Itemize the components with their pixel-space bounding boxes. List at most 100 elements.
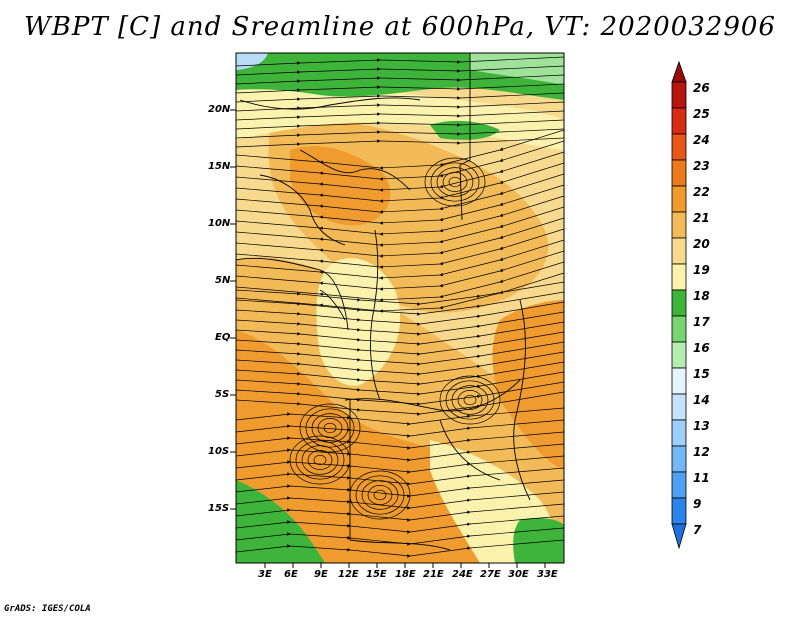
streamline bbox=[236, 527, 564, 546]
colorbar-segment bbox=[671, 419, 687, 447]
colorbar-label-13: 13 bbox=[693, 419, 710, 433]
colorbar-segment bbox=[671, 133, 687, 161]
streamline-vortex bbox=[463, 394, 477, 406]
colorbar-segment bbox=[671, 107, 687, 135]
colorbar-label-21: 21 bbox=[693, 211, 710, 225]
lon-label-33e: 33E bbox=[537, 569, 558, 580]
streamline-vortex bbox=[295, 440, 345, 480]
streamline bbox=[236, 74, 564, 85]
streamline bbox=[236, 455, 564, 474]
colorbar-segment bbox=[671, 471, 687, 499]
colorbar-label-15: 15 bbox=[693, 367, 710, 381]
streamline-vortex bbox=[367, 485, 393, 505]
colorbar-label-18: 18 bbox=[693, 289, 710, 303]
colorbar-label-11: 11 bbox=[693, 471, 710, 485]
colorbar-label-9: 9 bbox=[693, 497, 702, 511]
colorbar-label-23: 23 bbox=[693, 159, 710, 173]
streamline bbox=[236, 431, 564, 450]
streamline-vortex bbox=[430, 162, 480, 202]
lon-label-9e: 9E bbox=[314, 569, 328, 580]
streamline bbox=[236, 281, 564, 306]
streamline bbox=[236, 515, 564, 534]
colorbar-label-25: 25 bbox=[693, 107, 710, 121]
map-area bbox=[236, 53, 564, 563]
streamline bbox=[236, 56, 564, 67]
colorbar-segment bbox=[671, 159, 687, 187]
lat-label-15s: 15S bbox=[208, 503, 230, 514]
colorbar-top-arrow bbox=[671, 60, 687, 83]
streamline bbox=[236, 479, 564, 498]
colorbar-segment bbox=[671, 289, 687, 317]
streamline-vortex bbox=[361, 480, 399, 510]
lon-label-30e: 30E bbox=[508, 569, 529, 580]
streamline bbox=[236, 381, 564, 406]
streamline-vortex bbox=[442, 172, 468, 192]
plot-title: WBPT [C] and Sreamline at 600hPa, VT: 20… bbox=[24, 12, 776, 42]
streamline bbox=[236, 331, 564, 356]
colorbar-label-26: 26 bbox=[693, 81, 710, 95]
colorbar-label-12: 12 bbox=[693, 445, 710, 459]
streamline-vortex bbox=[439, 375, 501, 425]
streamline bbox=[236, 119, 564, 130]
streamline bbox=[236, 92, 564, 103]
lon-label-6e: 6E bbox=[284, 569, 298, 580]
lat-label-10s: 10S bbox=[208, 446, 230, 457]
streamline bbox=[236, 371, 564, 396]
streamline bbox=[236, 539, 564, 558]
colorbar-label-24: 24 bbox=[693, 133, 710, 147]
colorbar-segment bbox=[671, 263, 687, 291]
colorbar-label-17: 17 bbox=[693, 315, 710, 329]
streamline-vortex bbox=[311, 413, 349, 443]
lon-label-12e: 12E bbox=[338, 569, 359, 580]
streamline bbox=[236, 351, 564, 376]
lon-label-3e: 3E bbox=[258, 569, 272, 580]
colorbar-label-19: 19 bbox=[693, 263, 710, 277]
colorbar-segment bbox=[671, 211, 687, 239]
streamline-vortex bbox=[451, 385, 489, 415]
streamline-vortex bbox=[323, 422, 337, 434]
streamline-vortex bbox=[305, 408, 355, 448]
colorbar-segment bbox=[671, 81, 687, 109]
colorbar-label-7: 7 bbox=[693, 523, 702, 537]
lon-label-24e: 24E bbox=[452, 569, 473, 580]
colorbar-bottom-arrow bbox=[671, 523, 687, 550]
streamline bbox=[236, 291, 564, 316]
streamline bbox=[236, 443, 564, 462]
streamline bbox=[236, 321, 564, 346]
streamline bbox=[236, 65, 564, 76]
streamline bbox=[236, 491, 564, 510]
streamline bbox=[236, 311, 564, 336]
colorbar bbox=[671, 60, 687, 550]
colorbar-segment bbox=[671, 185, 687, 213]
lon-label-18e: 18E bbox=[395, 569, 416, 580]
streamline bbox=[236, 83, 564, 94]
streamline bbox=[236, 110, 564, 121]
streamline-vortex bbox=[436, 167, 474, 197]
lat-label-15n: 15N bbox=[208, 161, 231, 172]
map-frame bbox=[235, 52, 565, 564]
streamline-vortex bbox=[317, 418, 343, 438]
streamline bbox=[236, 419, 564, 438]
colorbar-segment bbox=[671, 497, 687, 525]
country-boundaries bbox=[236, 53, 531, 551]
lon-label-27e: 27E bbox=[480, 569, 501, 580]
colorbar-segment bbox=[671, 393, 687, 421]
axis-ticks bbox=[230, 109, 546, 568]
colorbar-label-14: 14 bbox=[693, 393, 710, 407]
streamline bbox=[236, 467, 564, 486]
streamline bbox=[236, 301, 564, 326]
streamline bbox=[236, 503, 564, 522]
lat-label-20n: 20N bbox=[208, 104, 231, 115]
lat-label-eq: EQ bbox=[215, 332, 231, 343]
wbpt-light-green-band-north bbox=[470, 53, 564, 85]
streamline-vortex bbox=[299, 403, 361, 453]
streamlines bbox=[236, 56, 564, 558]
colorbar-segment bbox=[671, 237, 687, 265]
colorbar-segment bbox=[671, 367, 687, 395]
wbpt-dark-orange-region-east bbox=[492, 300, 564, 470]
streamline bbox=[236, 101, 564, 112]
streamline-vortex bbox=[313, 454, 327, 466]
colorbar-segment bbox=[671, 315, 687, 343]
colorbar-segment bbox=[671, 445, 687, 473]
streamline bbox=[236, 391, 564, 416]
